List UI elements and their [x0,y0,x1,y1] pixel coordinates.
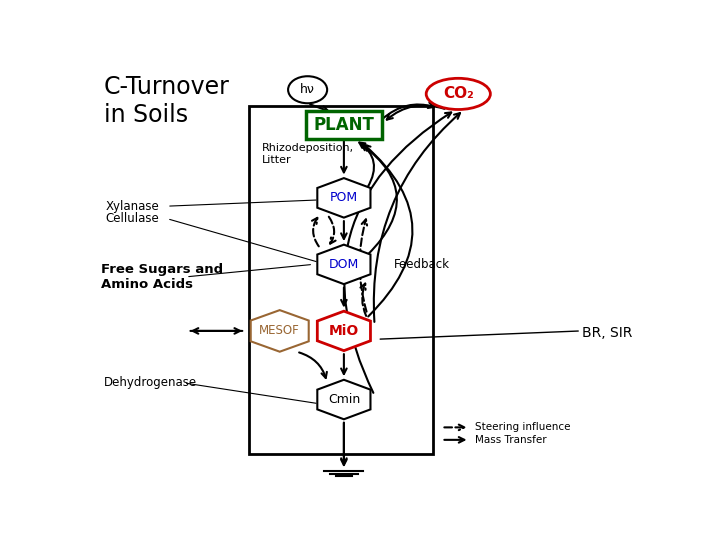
Text: MiO: MiO [329,324,359,338]
Text: Steering influence: Steering influence [475,422,570,433]
Text: CO₂: CO₂ [443,86,474,102]
Ellipse shape [426,78,490,110]
Text: Cellulase: Cellulase [106,212,159,225]
Text: MESOF: MESOF [259,325,300,338]
Text: Cmin: Cmin [328,393,360,406]
Polygon shape [318,245,371,284]
Text: hν: hν [300,83,315,96]
Text: Feedback: Feedback [394,258,450,271]
Text: BR, SIR: BR, SIR [582,326,633,340]
Text: C-Turnover
in Soils: C-Turnover in Soils [104,75,230,127]
Text: PLANT: PLANT [313,116,374,134]
Text: DOM: DOM [329,258,359,271]
Polygon shape [251,310,309,352]
Text: Xylanase: Xylanase [106,200,159,213]
Text: Mass Transfer: Mass Transfer [475,435,546,445]
Text: Rhizodeposition,
Litter: Rhizodeposition, Litter [262,144,354,165]
FancyBboxPatch shape [306,111,382,139]
Polygon shape [318,178,371,218]
Text: POM: POM [330,191,358,204]
Polygon shape [318,311,371,350]
Text: Free Sugars and
Amino Acids: Free Sugars and Amino Acids [101,263,223,291]
Polygon shape [318,380,371,419]
Ellipse shape [288,76,327,103]
Text: Dehydrogenase: Dehydrogenase [104,376,197,389]
